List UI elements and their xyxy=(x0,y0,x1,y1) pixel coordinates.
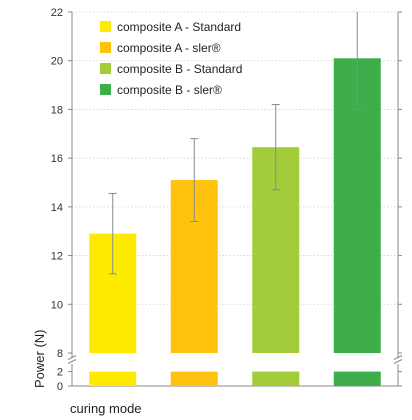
y-tick-label: 16 xyxy=(51,153,63,165)
legend-swatch xyxy=(100,63,111,74)
y-tick-label: 2 xyxy=(57,367,63,379)
bar-lower-segment xyxy=(252,371,300,386)
y-tick-label: 18 xyxy=(51,104,63,116)
bar-lower-segment xyxy=(170,371,218,386)
y-tick-label: 0 xyxy=(57,381,63,393)
error-bars xyxy=(108,12,362,275)
y-tick-label: 22 xyxy=(51,7,63,19)
axis-break-left xyxy=(67,355,77,364)
y-tick-label: 12 xyxy=(51,251,63,263)
legend-swatch xyxy=(100,21,111,32)
legend-label: composite B - Standard xyxy=(117,62,242,76)
y-tick-label: 14 xyxy=(51,202,63,214)
x-axis-label: curing mode xyxy=(70,401,142,416)
y-tick-labels: 8 10 12 14 16 18 20 22 0 2 xyxy=(51,7,63,393)
legend-swatch xyxy=(100,84,111,95)
y-axis-label: Power (N) xyxy=(32,329,47,388)
bar-lower-segment xyxy=(89,371,137,386)
legend-swatch xyxy=(100,42,111,53)
legend-label: composite B - sler® xyxy=(117,83,222,97)
y-tick-label: 20 xyxy=(51,56,63,68)
bars xyxy=(89,58,381,386)
legend: composite A - Standard composite A - sler… xyxy=(100,20,242,97)
bar-lower-segment xyxy=(333,371,381,386)
legend-label: composite A - sler® xyxy=(117,41,221,55)
legend-label: composite A - Standard xyxy=(117,20,241,34)
y-tick-label: 8 xyxy=(57,348,63,360)
y-tick-label: 10 xyxy=(51,299,63,311)
axis-break-right xyxy=(393,355,403,364)
